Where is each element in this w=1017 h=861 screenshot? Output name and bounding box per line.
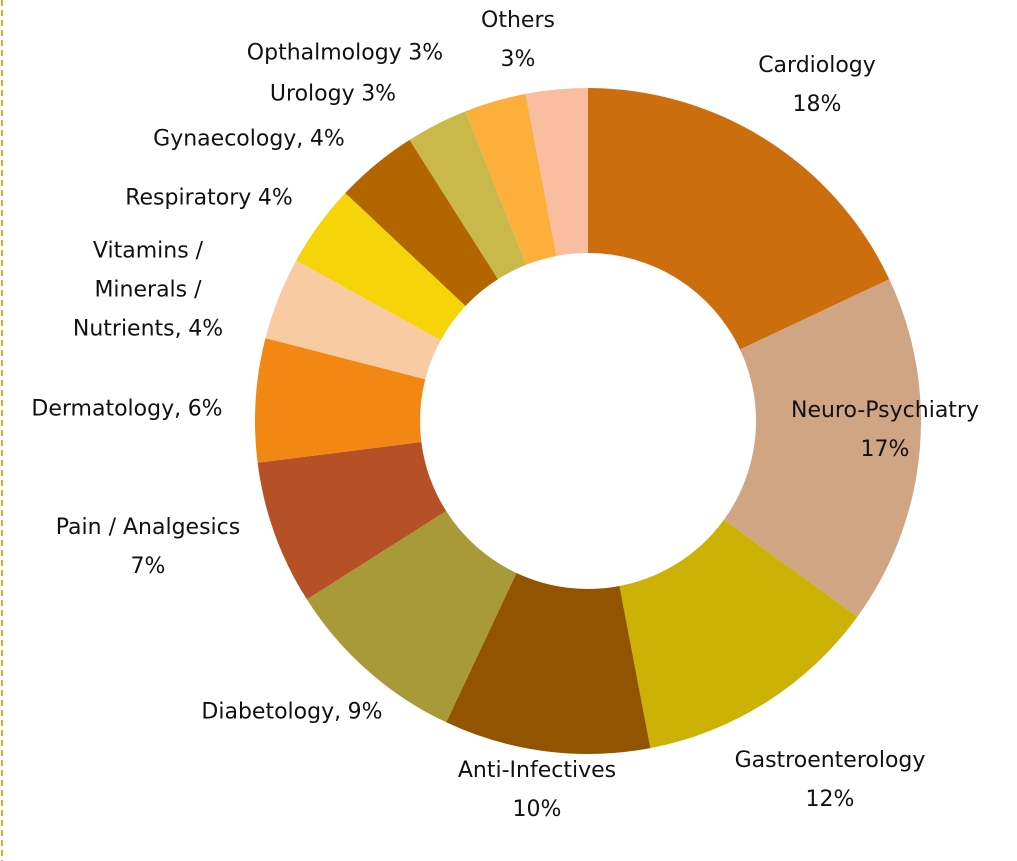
- value-label: 12%: [805, 787, 855, 812]
- value-label: 4%: [188, 316, 224, 342]
- category-label: Diabetology,: [201, 699, 342, 725]
- value-label: 3%: [500, 47, 536, 72]
- category-label: Gynaecology,: [153, 126, 304, 152]
- value-label: 4%: [309, 126, 345, 152]
- donut-slice: [723, 279, 922, 617]
- category-label: Urology: [269, 81, 355, 107]
- donut-slice: [588, 88, 890, 350]
- category-label: Respiratory: [125, 185, 252, 211]
- slice-label: Gynaecology, 4%: [109, 120, 389, 159]
- value-label: 3%: [361, 81, 397, 107]
- slice-label: Respiratory 4%: [79, 179, 339, 218]
- category-label: Pain / Analgesics: [55, 515, 241, 540]
- value-label: 6%: [187, 396, 223, 422]
- slice-label: Others 3%: [418, 1, 618, 79]
- donut-slice: [465, 93, 557, 265]
- value-label: 7%: [130, 554, 166, 579]
- slice-label: Diabetology, 9%: [142, 693, 442, 732]
- value-label: 9%: [347, 699, 383, 725]
- slice-label: Dermatology, 6%: [0, 390, 257, 429]
- value-label: 17%: [860, 437, 910, 462]
- slice-label: Urology 3%: [203, 75, 463, 114]
- donut-slice: [255, 338, 426, 463]
- category-label: Neuro-Psychiatry: [791, 398, 979, 423]
- category-label: Others: [481, 8, 555, 33]
- slice-label: Cardiology 18%: [687, 46, 947, 124]
- donut-slice: [265, 260, 441, 380]
- category-label: Cardiology: [758, 53, 876, 78]
- slice-label: Vitamins / Minerals / Nutrients, 4%: [56, 232, 241, 349]
- donut-slice: [345, 139, 498, 306]
- category-label: Gastroenterology: [734, 748, 926, 773]
- value-label: 3%: [408, 40, 444, 66]
- category-label: Vitamins / Minerals / Nutrients,: [72, 238, 204, 342]
- value-label: 4%: [257, 185, 293, 211]
- donut-slice: [306, 511, 517, 723]
- category-label: Anti-Infectives: [457, 758, 617, 783]
- slice-label: Gastroenterology 12%: [700, 741, 960, 819]
- category-label: Dermatology,: [31, 396, 182, 422]
- slice-label: Neuro-Psychiatry 17%: [755, 391, 1015, 469]
- donut-slice: [525, 88, 588, 256]
- slice-label: Pain / Analgesics 7%: [18, 508, 278, 586]
- donut-slice: [446, 573, 651, 754]
- slice-label: Anti-Infectives 10%: [407, 751, 667, 829]
- category-label: Opthalmology: [246, 40, 402, 66]
- donut-slice: [619, 519, 858, 749]
- value-label: 18%: [792, 92, 842, 117]
- value-label: 10%: [512, 797, 562, 822]
- donut-slice: [296, 193, 466, 341]
- slice-label: Opthalmology 3%: [205, 34, 485, 73]
- donut-slice: [257, 442, 447, 600]
- donut-slice: [409, 111, 527, 280]
